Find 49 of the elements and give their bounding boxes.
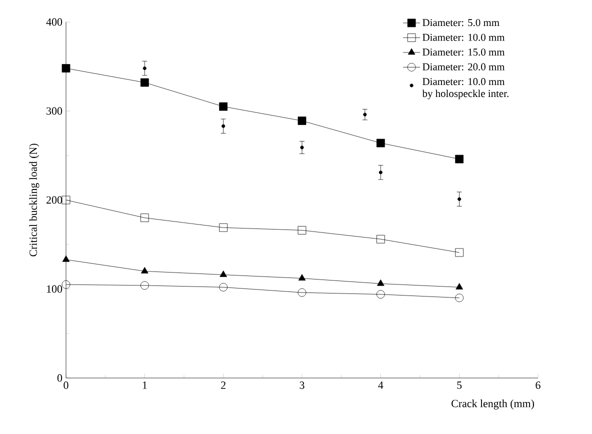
point <box>140 214 149 222</box>
x-tick-label: 4 <box>378 382 384 389</box>
point <box>376 290 385 299</box>
point <box>377 279 384 286</box>
point <box>222 124 226 128</box>
legend-label: Diameter: 10.0 mm by holospeckle inter. <box>422 78 508 100</box>
y-tick-label: 100 <box>47 285 62 293</box>
point <box>300 146 304 150</box>
legend-label: Diameter: 20.0 mm <box>422 63 505 70</box>
x-tick-label: 0 <box>64 382 68 389</box>
y-tick-label: 400 <box>46 18 62 26</box>
point <box>219 102 228 111</box>
point <box>62 196 70 204</box>
x-tick-label: 2 <box>221 382 226 389</box>
point <box>298 288 306 297</box>
point <box>455 154 464 164</box>
y-axis-title: Critical buckling load (N) <box>29 144 40 256</box>
x-tick-label: 1 <box>142 382 147 389</box>
point <box>376 234 385 244</box>
y-tick-label: 200 <box>46 196 62 204</box>
point <box>140 281 149 290</box>
point <box>62 64 70 72</box>
point <box>62 280 70 289</box>
point <box>142 66 146 70</box>
point <box>219 223 228 232</box>
point <box>298 226 306 234</box>
point <box>455 248 464 257</box>
legend-label: Diameter: 15.0 mm <box>422 48 505 56</box>
point <box>140 78 149 87</box>
x-tick-label: 6 <box>536 382 540 389</box>
point <box>219 283 228 292</box>
point <box>141 267 148 274</box>
point <box>456 283 463 290</box>
legend-label: Diameter: 10.0 mm <box>422 34 505 41</box>
x-tick-label: 3 <box>300 382 304 389</box>
point <box>298 116 306 125</box>
point <box>363 112 367 116</box>
legend-label: Diameter: 5.0 mm <box>422 19 500 26</box>
point <box>62 255 70 262</box>
point <box>458 197 462 201</box>
point <box>376 138 385 148</box>
y-tick-label: 0 <box>57 374 62 382</box>
point <box>455 294 464 302</box>
x-tick-label: 5 <box>457 382 462 389</box>
point <box>220 270 227 277</box>
x-axis-title: Crack length (mm) <box>452 400 534 410</box>
point <box>378 170 382 174</box>
point <box>298 274 306 281</box>
y-tick-label: 300 <box>46 107 62 115</box>
